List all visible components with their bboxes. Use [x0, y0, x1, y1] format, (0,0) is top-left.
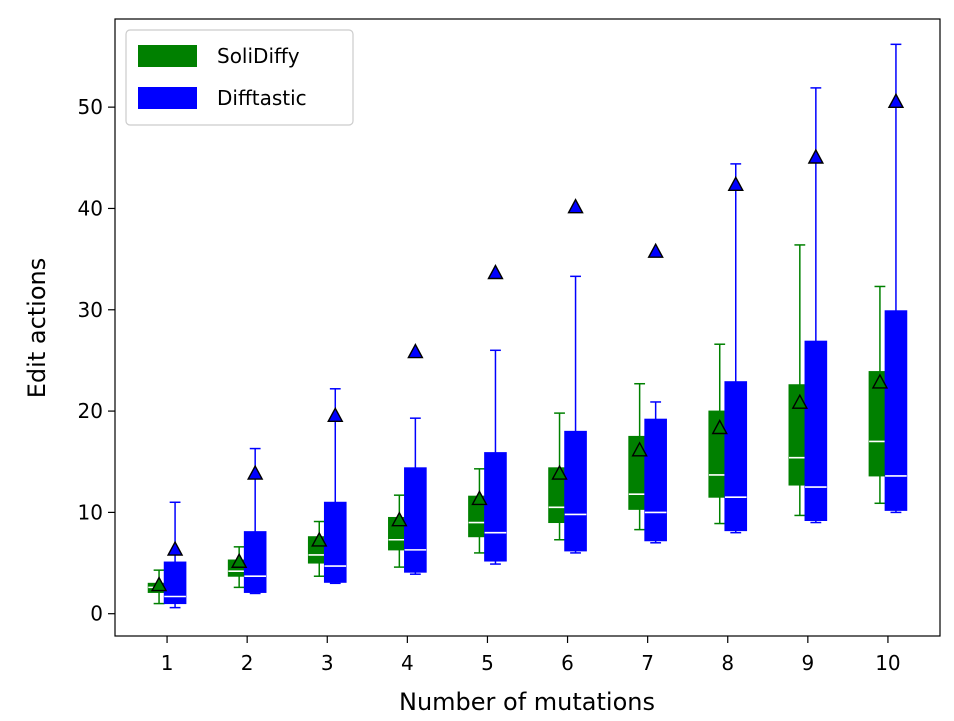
mean-marker-solidiffy — [230, 552, 248, 568]
mean-marker-solidiffy — [871, 373, 889, 389]
box-difftastic — [564, 430, 587, 552]
legend-label-difftastic: Difftastic — [217, 86, 307, 110]
mean-marker-solidiffy — [391, 511, 408, 527]
x-tick-label: 4 — [401, 651, 414, 675]
box-difftastic — [484, 452, 507, 562]
y-tick-label: 0 — [90, 602, 103, 626]
legend-swatch-solidiffy — [138, 45, 197, 67]
mean-marker-difftastic — [567, 198, 584, 214]
legend-swatch-difftastic — [138, 87, 197, 109]
legend: SoliDiffy Difftastic — [125, 29, 354, 126]
mean-marker-solidiffy — [471, 489, 488, 506]
box-difftastic — [323, 501, 347, 583]
x-tick-label: 10 — [875, 651, 900, 675]
x-tick-label: 5 — [481, 651, 494, 675]
mean-marker-difftastic — [166, 540, 184, 556]
box-difftastic — [804, 340, 828, 522]
x-tick-label: 6 — [561, 651, 574, 675]
box-difftastic — [644, 418, 667, 542]
mean-marker-solidiffy — [150, 576, 168, 592]
box-difftastic — [404, 467, 427, 573]
mean-marker-difftastic — [407, 343, 424, 359]
x-axis: 1 2 3 4 5 6 7 8 9 10 — [161, 636, 901, 675]
means-layer — [150, 92, 905, 592]
box-difftastic — [243, 531, 267, 593]
mean-marker-difftastic — [647, 242, 664, 258]
mean-marker-difftastic — [807, 148, 825, 164]
mean-marker-difftastic — [487, 264, 504, 280]
box-difftastic — [163, 561, 187, 605]
x-axis-title: Number of mutations — [399, 688, 655, 716]
x-tick-label: 9 — [801, 651, 814, 675]
y-tick-label: 20 — [78, 399, 103, 423]
box-difftastic — [884, 310, 908, 511]
y-tick-label: 30 — [78, 298, 103, 322]
mean-marker-solidiffy — [631, 441, 648, 457]
y-tick-label: 10 — [78, 500, 103, 524]
legend-label-solidiffy: SoliDiffy — [217, 44, 300, 68]
y-tick-label: 50 — [78, 95, 103, 119]
x-tick-label: 7 — [641, 651, 654, 675]
mean-marker-solidiffy — [791, 393, 809, 409]
mean-marker-solidiffy — [551, 464, 568, 480]
x-tick-label: 1 — [161, 651, 174, 675]
mean-marker-solidiffy — [711, 419, 728, 435]
box-difftastic — [724, 381, 748, 532]
mean-marker-solidiffy — [311, 531, 328, 547]
y-axis: 0 10 20 30 40 50 — [78, 95, 115, 626]
boxes-layer — [147, 43, 908, 609]
x-tick-label: 3 — [321, 651, 334, 675]
x-tick-label: 8 — [721, 651, 734, 675]
mean-marker-difftastic — [727, 175, 744, 192]
x-tick-label: 2 — [241, 651, 254, 675]
y-tick-label: 40 — [78, 196, 103, 220]
mean-marker-difftastic — [327, 406, 344, 423]
y-axis-title: Edit actions — [23, 258, 51, 398]
mean-marker-difftastic — [887, 92, 905, 108]
plot-frame — [114, 18, 941, 637]
mean-marker-difftastic — [246, 464, 264, 480]
